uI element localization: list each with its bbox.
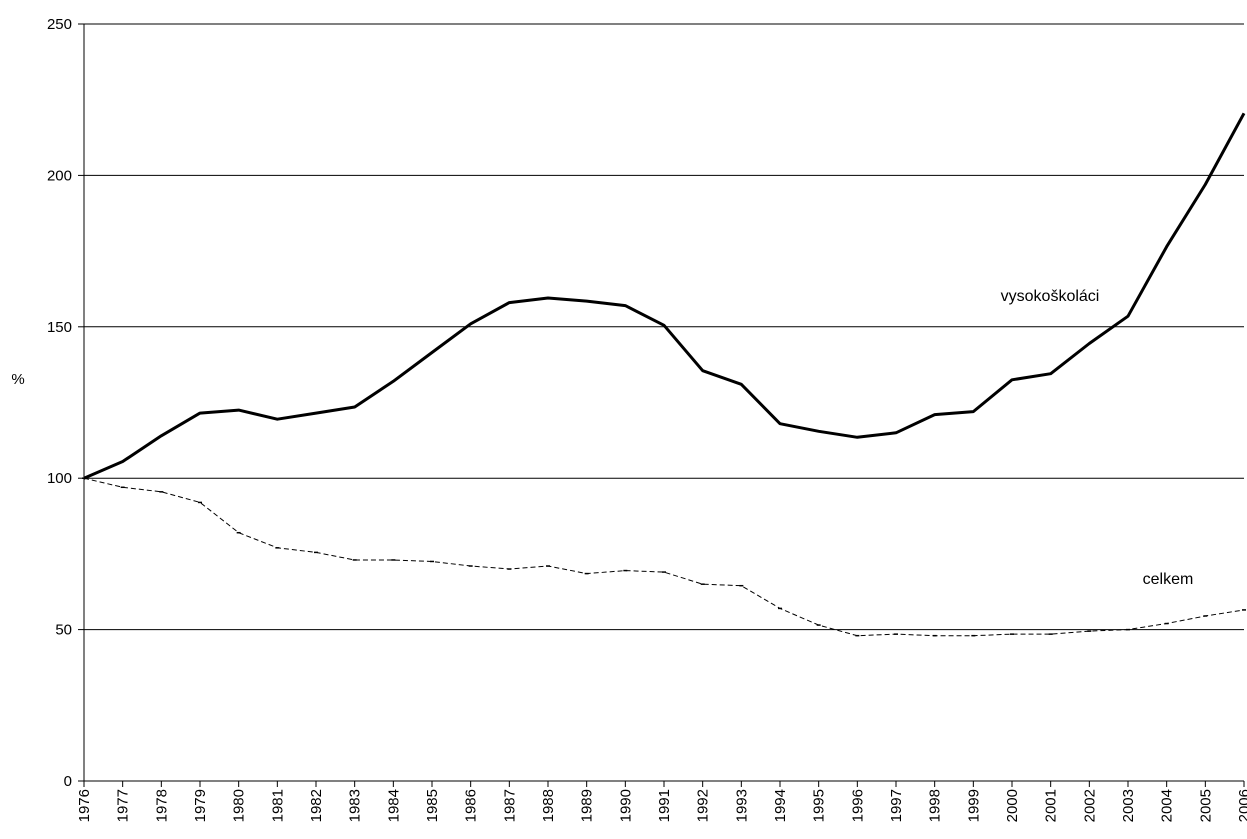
x-tick-label-1979: 1979	[192, 789, 209, 822]
x-tick-label-2006: 2006	[1236, 789, 1247, 822]
x-tick-label-1988: 1988	[540, 789, 557, 822]
y-tick-label-150: 150	[47, 319, 72, 336]
x-tick-label-1976: 1976	[76, 789, 93, 822]
y-tick-label-200: 200	[47, 167, 72, 184]
y-tick-label-250: 250	[47, 16, 72, 33]
x-tick-label-1987: 1987	[501, 789, 518, 822]
x-tick-label-2002: 2002	[1081, 789, 1098, 822]
x-tick-label-1995: 1995	[811, 789, 828, 822]
x-tick-label-1985: 1985	[424, 789, 441, 822]
series-line-1	[83, 477, 1245, 637]
x-tick-label-1980: 1980	[231, 789, 248, 822]
y-tick-label-100: 100	[47, 470, 72, 487]
y-tick-label-50: 50	[55, 622, 72, 639]
x-tick-label-1982: 1982	[308, 789, 325, 822]
x-tick-label-1996: 1996	[849, 789, 866, 822]
x-tick-label-2005: 2005	[1197, 789, 1214, 822]
x-tick-label-1984: 1984	[385, 789, 402, 822]
x-tick-label-1994: 1994	[772, 789, 789, 822]
series-lines	[82, 112, 1246, 637]
series-label-vysokoskolaci: vysokoškoláci	[1001, 288, 1100, 305]
x-tick-label-1999: 1999	[965, 789, 982, 822]
x-tick-label-2001: 2001	[1043, 789, 1060, 822]
series-label-celkem: celkem	[1143, 571, 1194, 588]
x-tick-label-1991: 1991	[656, 789, 673, 822]
x-tick-label-2004: 2004	[1159, 789, 1176, 822]
x-tick-label-2003: 2003	[1120, 789, 1137, 822]
x-tick-label-1986: 1986	[463, 789, 480, 822]
series-line-0	[83, 112, 1246, 480]
x-tick-label-1997: 1997	[888, 789, 905, 822]
axes	[83, 24, 1244, 782]
x-tick-label-1978: 1978	[153, 789, 170, 822]
y-tick-label-0: 0	[64, 773, 72, 790]
x-tick-label-1981: 1981	[269, 789, 286, 822]
y-axis-label: %	[11, 371, 24, 388]
y-axis-ticks: 0 50 100 150 200 250	[47, 16, 84, 790]
x-tick-label-1989: 1989	[579, 789, 596, 822]
x-axis-ticks: 1976 1977 1978 1979 1980 1981 1982 1983 1984 1985…	[76, 781, 1247, 822]
x-tick-label-1983: 1983	[347, 789, 364, 822]
x-tick-label-1992: 1992	[695, 789, 712, 822]
x-tick-label-1990: 1990	[617, 789, 634, 822]
x-tick-label-1993: 1993	[733, 789, 750, 822]
x-tick-label-1998: 1998	[927, 789, 944, 822]
x-tick-label-2000: 2000	[1004, 789, 1021, 822]
x-tick-label-1977: 1977	[115, 789, 132, 822]
